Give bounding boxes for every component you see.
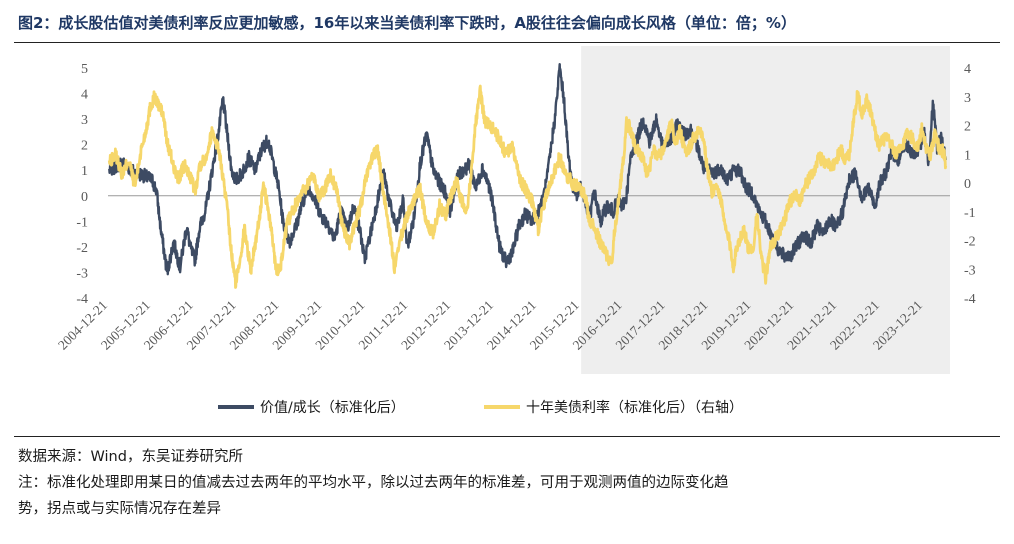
series-us10y-line [107,84,948,289]
left-tick-label: -2 [76,241,88,256]
chart: 543210-1-2-3-443210-1-2-3-42004-12-21200… [55,46,976,416]
left-tick-label: 1 [81,164,88,179]
left-tick-label: 0 [81,190,88,205]
notes: 数据来源：Wind，东吴证券研究所 注：标准化处理即用某日的值减去过去两年的平均… [18,444,998,522]
bottom-rule [14,436,1000,437]
series-value-growth-line [108,63,947,276]
right-tick-label: -4 [964,292,976,307]
left-tick-label: 4 [81,88,88,103]
top-rule [14,42,1000,43]
shaded-region [581,46,950,374]
right-tick-label: 3 [964,91,971,106]
legend-label-us10y: 十年美债利率（标准化后）（右轴） [526,399,743,416]
note-line-2: 势，拐点或与实际情况存在差异 [18,501,221,517]
right-tick-label: -3 [964,263,976,278]
figure-title: 图2：成长股估值对美债利率反应更加敏感，16年以来当美债利率下跌时，A股往往会偏… [18,14,796,32]
right-tick-label: 4 [964,62,971,77]
right-tick-label: 1 [964,148,971,163]
left-tick-label: -3 [76,266,88,281]
source-text: 数据来源：Wind，东吴证券研究所 [18,449,243,465]
left-tick-label: -1 [76,215,88,230]
right-tick-label: 2 [964,120,971,135]
left-tick-label: -4 [76,292,88,307]
left-tick-label: 3 [81,113,88,128]
legend-label-value-growth: 价值/成长（标准化后） [260,400,405,416]
left-tick-label: 5 [81,62,88,77]
left-tick-label: 2 [81,139,88,154]
right-tick-label: -1 [964,206,976,221]
right-tick-label: 0 [964,177,971,192]
right-tick-label: -2 [964,235,976,250]
note-line-1: 注：标准化处理即用某日的值减去过去两年的平均水平，除以过去两年的标准差，可用于观… [18,475,729,491]
